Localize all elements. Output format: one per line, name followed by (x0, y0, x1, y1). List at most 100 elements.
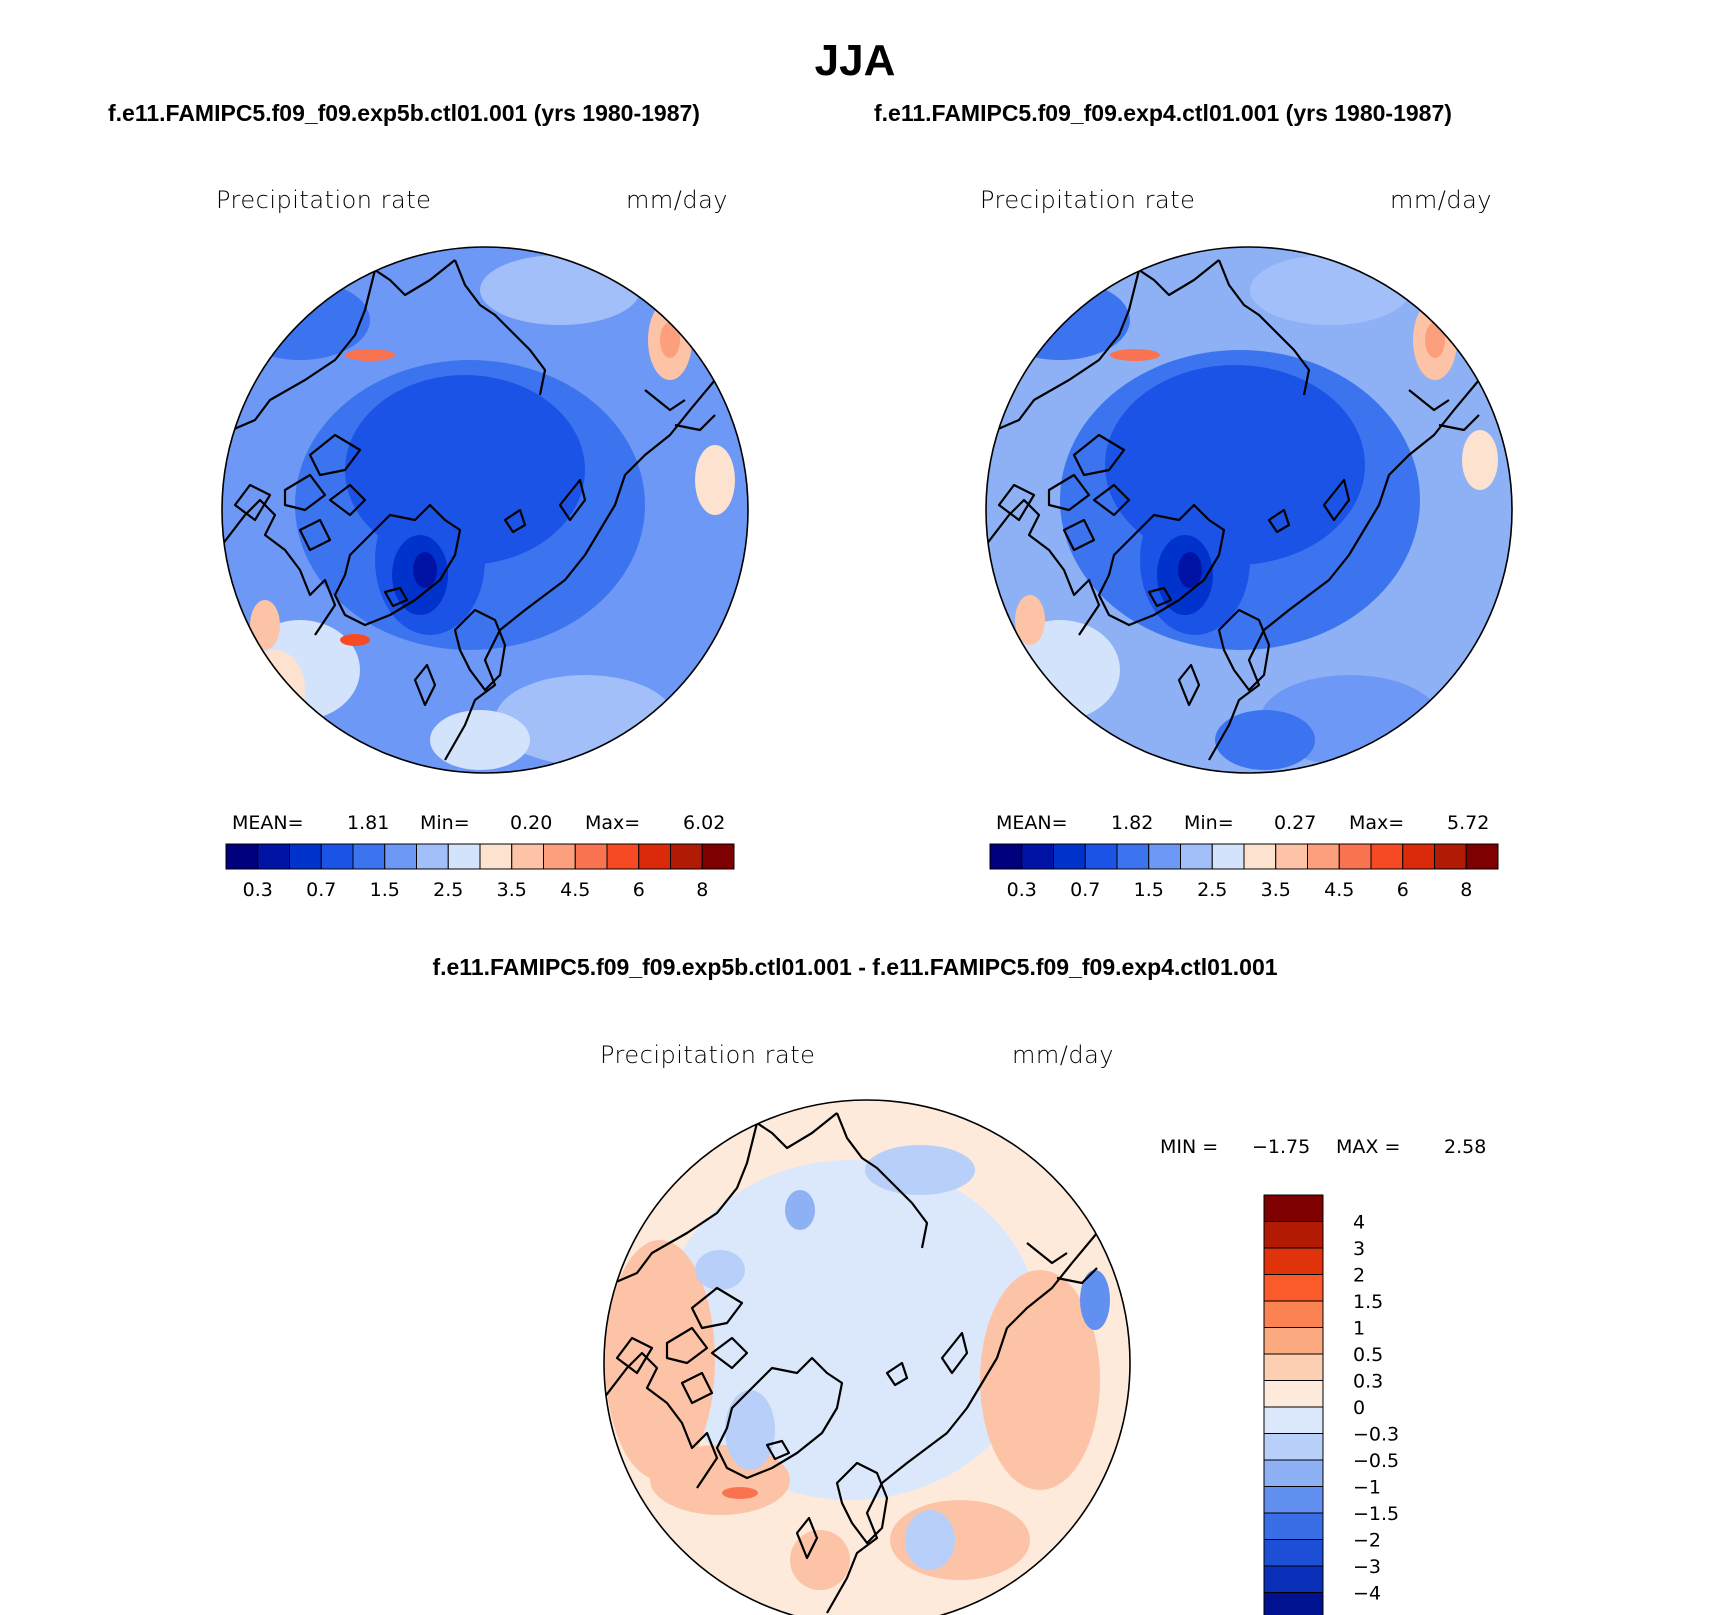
diff-colorbar-swatch (1263, 1512, 1324, 1540)
colorbar-swatch (225, 843, 259, 870)
diff-colorbar-swatch (1263, 1486, 1324, 1514)
diff-colorbar-swatch (1263, 1274, 1324, 1302)
colorbar-swatch (1338, 843, 1372, 870)
diff-colorbar-swatch (1263, 1327, 1324, 1355)
colorbar-tick-label: 0.3 (1007, 879, 1037, 901)
diff-min-label: MIN = (1160, 1136, 1219, 1158)
diff-colorbar-tick-label: 3 (1353, 1238, 1365, 1260)
colorbar-swatch (1465, 843, 1499, 870)
colorbar-swatch (543, 843, 576, 870)
right-colorbar: 0.3 0.7 1.5 2.5 3.5 4.5 6 8 (989, 843, 1499, 901)
colorbar-swatch (1275, 843, 1308, 870)
diff-colorbar-swatch (1263, 1353, 1324, 1381)
left-units-label: mm/day (626, 186, 728, 214)
diff-colorbar-tick-label: 4 (1353, 1212, 1365, 1234)
diff-colorbar-swatch (1263, 1459, 1324, 1487)
left-variable-label: Precipitation rate (216, 186, 432, 214)
diff-colorbar-tick-label: −3 (1353, 1556, 1381, 1578)
right-precip-map (985, 246, 1513, 774)
left-panel-case-title: f.e11.FAMIPC5.f09_f09.exp5b.ctl01.001 (y… (108, 100, 700, 126)
diff-colorbar-tick-label: 0 (1353, 1397, 1365, 1419)
colorbar-swatch (638, 843, 671, 870)
diff-colorbar-tick-label: −1.5 (1353, 1503, 1399, 1525)
colorbar-swatch (352, 843, 386, 870)
right-mean-label: MEAN= (996, 812, 1068, 834)
colorbar-swatch (574, 843, 608, 870)
right-mean-value: 1.82 (1111, 812, 1154, 834)
diff-colorbar-tick-label: 0.5 (1353, 1344, 1383, 1366)
diff-colorbar-tick-label: −0.3 (1353, 1424, 1399, 1446)
diff-colorbar-swatch (1263, 1592, 1324, 1615)
colorbar-swatch (289, 843, 322, 870)
right-min-value: 0.27 (1274, 812, 1317, 834)
diff-colorbar-swatch (1263, 1221, 1324, 1249)
diff-max-label: MAX = (1336, 1136, 1401, 1158)
diff-colorbar-tick-label: 0.3 (1353, 1371, 1383, 1393)
diff-colorbar-swatch (1263, 1539, 1324, 1567)
colorbar-swatch (1370, 843, 1404, 870)
diff-colorbar-swatch (1263, 1194, 1324, 1222)
diff-precip-map (603, 1099, 1131, 1615)
colorbar-swatch (1180, 843, 1213, 870)
diff-colorbar-tick-label: −4 (1353, 1583, 1381, 1605)
left-mean-label: MEAN= (232, 812, 304, 834)
colorbar-tick-label: 0.7 (306, 879, 336, 901)
colorbar-tick-label: 2.5 (433, 879, 463, 901)
diff-colorbar-tick-label: 2 (1353, 1265, 1365, 1287)
colorbar-swatch (1307, 843, 1340, 870)
page-title: JJA (814, 36, 896, 85)
colorbar-swatch (511, 843, 544, 870)
diff-colorbar-swatch (1263, 1433, 1324, 1461)
left-min-value: 0.20 (510, 812, 553, 834)
right-variable-label: Precipitation rate (980, 186, 1196, 214)
colorbar-swatch (1434, 843, 1467, 870)
right-max-label: Max= (1349, 812, 1405, 834)
left-max-label: Max= (585, 812, 641, 834)
left-min-label: Min= (420, 812, 470, 834)
left-mean-value: 1.81 (347, 812, 390, 834)
diff-colorbar-swatch (1263, 1247, 1324, 1275)
colorbar-swatch (701, 843, 735, 870)
colorbar-swatch (1116, 843, 1150, 870)
colorbar-swatch (1211, 843, 1245, 870)
colorbar-tick-label: 3.5 (1261, 879, 1291, 901)
left-precip-map (221, 246, 749, 774)
diff-units-label: mm/day (1012, 1041, 1114, 1069)
colorbar-tick-label: 3.5 (497, 879, 527, 901)
diff-colorbar-tick-label: −2 (1353, 1530, 1381, 1552)
colorbar-swatch (1084, 843, 1118, 870)
right-max-value: 5.72 (1447, 812, 1490, 834)
colorbar-tick-label: 6 (1397, 879, 1409, 901)
colorbar-tick-label: 2.5 (1197, 879, 1227, 901)
colorbar-tick-label: 0.7 (1070, 879, 1100, 901)
colorbar-swatch (1243, 843, 1277, 870)
colorbar-swatch (320, 843, 354, 870)
colorbar-tick-label: 1.5 (1134, 879, 1164, 901)
colorbar-swatch (257, 843, 290, 870)
right-units-label: mm/day (1390, 186, 1492, 214)
colorbar-tick-label: 4.5 (560, 879, 590, 901)
diff-colorbar-tick-label: 1 (1353, 1318, 1365, 1340)
left-colorbar: 0.3 0.7 1.5 2.5 3.5 4.5 6 8 (225, 843, 735, 901)
colorbar-tick-label: 8 (696, 879, 708, 901)
colorbar-swatch (989, 843, 1023, 870)
colorbar-swatch (416, 843, 449, 870)
colorbar-swatch (384, 843, 417, 870)
diff-colorbar: 4 3 2 1.5 1 0.5 0.3 0 −0.3 −0.5 −1 −1.5 −2 −3 −4 (1263, 1194, 1399, 1615)
diff-colorbar-swatch (1263, 1380, 1324, 1408)
colorbar-swatch (1021, 843, 1054, 870)
colorbar-swatch (1148, 843, 1181, 870)
colorbar-swatch (1402, 843, 1435, 870)
diff-colorbar-tick-label: −1 (1353, 1477, 1381, 1499)
colorbar-tick-label: 0.3 (243, 879, 273, 901)
right-panel-case-title: f.e11.FAMIPC5.f09_f09.exp4.ctl01.001 (yr… (874, 100, 1452, 126)
colorbar-swatch (670, 843, 703, 870)
diff-colorbar-tick-label: −0.5 (1353, 1450, 1399, 1472)
colorbar-tick-label: 8 (1460, 879, 1472, 901)
colorbar-swatch (1053, 843, 1086, 870)
diff-colorbar-swatch (1263, 1406, 1324, 1434)
colorbar-tick-label: 1.5 (370, 879, 400, 901)
colorbar-tick-label: 4.5 (1324, 879, 1354, 901)
diff-colorbar-tick-label: 1.5 (1353, 1291, 1383, 1313)
